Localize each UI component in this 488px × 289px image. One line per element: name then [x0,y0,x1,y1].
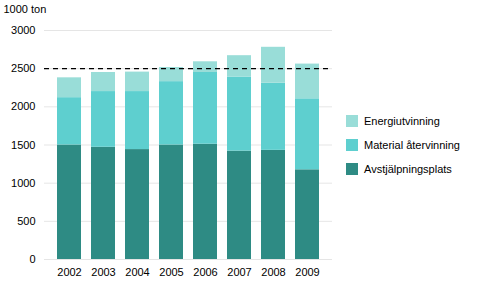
svg-text:2005: 2005 [159,266,183,278]
svg-text:2004: 2004 [125,266,149,278]
svg-text:2500: 2500 [11,62,35,74]
svg-text:2007: 2007 [227,266,251,278]
svg-text:2009: 2009 [295,266,319,278]
svg-text:2000: 2000 [11,100,35,112]
svg-text:2003: 2003 [91,266,115,278]
svg-text:1500: 1500 [11,139,35,151]
html-text:Energiutvinning: Energiutvinning [364,114,440,127]
svg-text:1000: 1000 [11,177,35,189]
html-text:Avstjälpningsplats: Avstjälpningsplats [364,162,452,175]
svg-text:2006: 2006 [193,266,217,278]
svg-text:500: 500 [17,215,35,227]
svg-text:2002: 2002 [57,266,81,278]
svg-text:3000: 3000 [11,24,35,36]
svg-text:0: 0 [29,253,35,265]
svg-text:2008: 2008 [261,266,285,278]
html-text:Material återvinning: Material återvinning [364,138,460,151]
svg-text:1000 ton: 1000 ton [4,3,47,15]
